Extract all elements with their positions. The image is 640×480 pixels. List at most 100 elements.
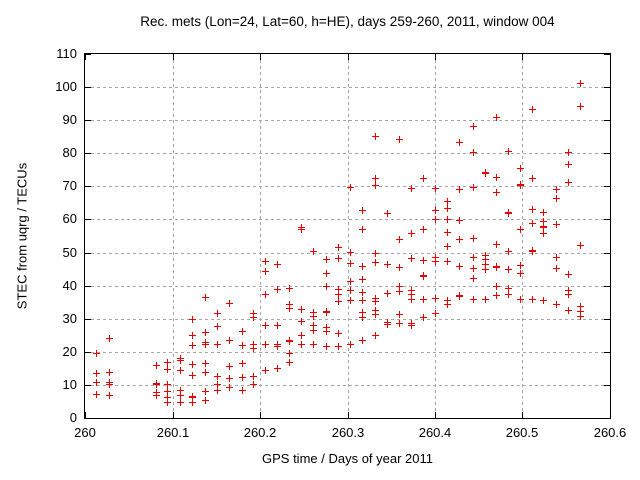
data-point-marker <box>432 310 439 317</box>
y-tick-mark <box>85 352 91 353</box>
x-tick-label: 260.5 <box>505 425 539 440</box>
data-point-marker <box>396 311 403 318</box>
data-point-marker <box>262 322 269 329</box>
data-point-marker <box>239 374 246 381</box>
gridline-horizontal <box>85 352 610 353</box>
y-tick-label: 70 <box>62 178 77 193</box>
y-tick-mark <box>85 87 91 88</box>
data-point-marker <box>505 266 512 273</box>
data-point-marker <box>396 283 403 290</box>
data-point-marker <box>189 394 196 401</box>
data-point-marker <box>214 387 221 394</box>
data-point-marker <box>420 296 427 303</box>
data-point-marker <box>470 265 477 272</box>
data-point-marker <box>470 275 477 282</box>
y-tick-mark <box>604 418 610 419</box>
data-point-marker <box>359 263 366 270</box>
data-point-marker <box>444 198 451 205</box>
data-point-marker <box>482 252 489 259</box>
data-point-marker <box>517 182 524 189</box>
data-point-marker <box>372 175 379 182</box>
y-tick-mark <box>85 253 91 254</box>
data-point-marker <box>493 241 500 248</box>
data-point-marker <box>420 257 427 264</box>
data-point-marker <box>577 313 584 320</box>
data-point-marker <box>517 262 524 269</box>
data-point-marker <box>432 295 439 302</box>
data-point-marker <box>262 258 269 265</box>
data-point-marker <box>298 332 305 339</box>
data-point-marker <box>177 399 184 406</box>
x-tick-label: 260.2 <box>243 425 277 440</box>
data-point-marker <box>553 186 560 193</box>
data-point-marker <box>540 209 547 216</box>
data-point-marker <box>493 114 500 121</box>
data-point-marker <box>529 296 536 303</box>
data-point-marker <box>517 226 524 233</box>
data-point-marker <box>505 285 512 292</box>
data-point-marker <box>274 261 281 268</box>
data-point-marker <box>359 289 366 296</box>
data-point-marker <box>493 264 500 271</box>
data-point-marker <box>444 301 451 308</box>
data-point-marker <box>396 136 403 143</box>
data-point-marker <box>408 255 415 262</box>
data-point-marker <box>482 266 489 273</box>
data-point-marker <box>470 296 477 303</box>
data-point-marker <box>540 230 547 237</box>
data-point-marker <box>384 321 391 328</box>
data-point-marker <box>250 345 257 352</box>
data-point-marker <box>164 399 171 406</box>
data-point-marker <box>202 341 209 348</box>
data-point-marker <box>323 328 330 335</box>
data-point-marker <box>470 254 477 261</box>
y-tick-mark <box>604 153 610 154</box>
y-tick-mark <box>604 352 610 353</box>
data-point-marker <box>359 226 366 233</box>
data-point-marker <box>540 218 547 225</box>
data-point-marker <box>274 365 281 372</box>
data-point-marker <box>408 322 415 329</box>
data-point-marker <box>298 226 305 233</box>
data-point-marker <box>239 342 246 349</box>
x-tick-mark <box>435 54 436 60</box>
data-point-marker <box>202 329 209 336</box>
data-point-marker <box>482 170 489 177</box>
data-point-marker <box>444 216 451 223</box>
data-point-marker <box>470 235 477 242</box>
x-tick-mark <box>610 412 611 418</box>
gridline-vertical <box>435 54 436 418</box>
data-point-marker <box>250 341 257 348</box>
y-tick-label: 50 <box>62 245 77 260</box>
data-point-marker <box>335 291 342 298</box>
gridline-horizontal <box>85 286 610 287</box>
data-point-marker <box>577 303 584 310</box>
data-point-marker <box>286 359 293 366</box>
data-point-marker <box>335 255 342 262</box>
data-point-marker <box>106 335 113 342</box>
data-point-marker <box>106 381 113 388</box>
data-point-marker <box>189 399 196 406</box>
data-point-marker <box>577 103 584 110</box>
data-point-marker <box>359 314 366 321</box>
data-point-marker <box>529 206 536 213</box>
x-tick-mark <box>173 54 174 60</box>
data-point-marker <box>396 236 403 243</box>
data-point-marker <box>408 291 415 298</box>
data-point-marker <box>323 256 330 263</box>
y-tick-mark <box>604 219 610 220</box>
data-point-marker <box>347 297 354 304</box>
data-point-marker <box>553 254 560 261</box>
data-point-marker <box>384 261 391 268</box>
data-point-marker <box>565 149 572 156</box>
data-point-marker <box>214 341 221 348</box>
y-tick-mark <box>604 120 610 121</box>
data-point-marker <box>444 258 451 265</box>
data-point-marker <box>250 381 257 388</box>
data-point-marker <box>444 229 451 236</box>
data-point-marker <box>359 337 366 344</box>
data-point-marker <box>250 310 257 317</box>
data-point-marker <box>517 165 524 172</box>
data-point-marker <box>456 263 463 270</box>
